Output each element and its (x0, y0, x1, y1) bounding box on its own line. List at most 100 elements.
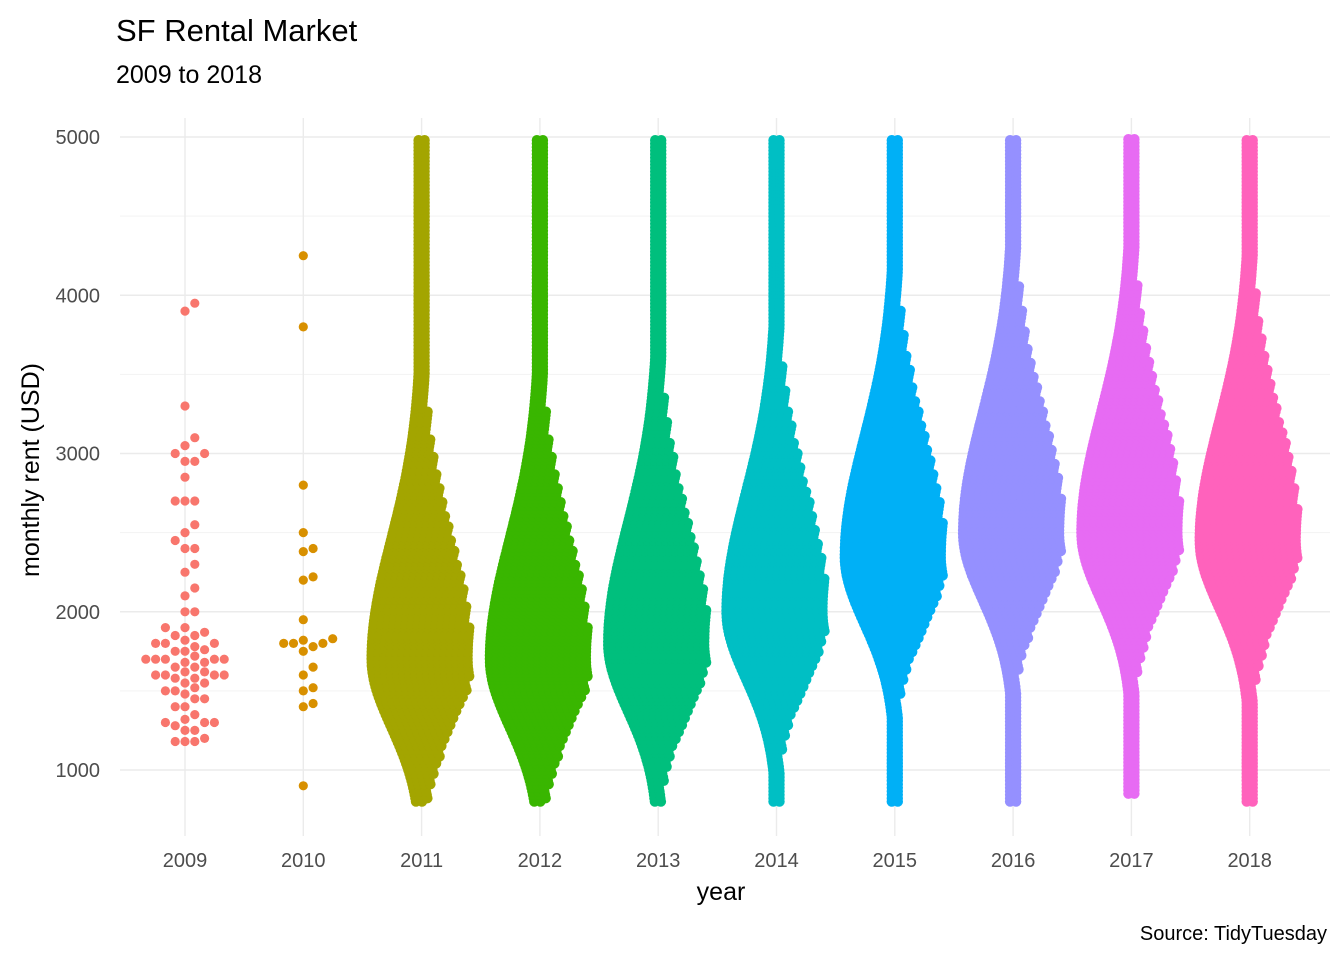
data-point (180, 528, 190, 538)
data-point (219, 654, 229, 664)
data-point (180, 567, 190, 577)
data-point (209, 717, 219, 728)
data-point (308, 642, 318, 652)
data-point (308, 698, 318, 709)
data-point (170, 673, 180, 683)
data-point (328, 634, 338, 644)
data-point (318, 638, 328, 649)
data-point (160, 717, 170, 728)
data-point (279, 638, 289, 649)
data-point (180, 591, 190, 601)
data-point (180, 543, 190, 554)
data-point (170, 448, 180, 459)
data-point (180, 657, 190, 668)
data-point (180, 306, 190, 316)
data-point (190, 559, 200, 569)
data-point (190, 298, 200, 308)
data-point (180, 456, 190, 466)
data-point (180, 607, 190, 617)
data-point (200, 694, 210, 704)
data-points (141, 134, 1303, 807)
data-point (190, 642, 200, 652)
data-point (190, 736, 200, 747)
data-point (200, 657, 210, 668)
data-point (298, 781, 308, 791)
data-point (308, 572, 318, 582)
data-point (298, 635, 308, 645)
data-point (308, 662, 318, 672)
data-point (190, 662, 200, 672)
data-point (180, 689, 190, 699)
data-point (180, 623, 190, 633)
data-point (170, 686, 180, 696)
data-point (308, 543, 318, 554)
data-point (180, 667, 190, 677)
data-point (190, 710, 200, 720)
data-point (170, 646, 180, 656)
data-point (170, 702, 180, 712)
data-point (180, 441, 190, 451)
data-point (190, 583, 200, 593)
data-point (160, 670, 170, 680)
data-point (209, 638, 219, 649)
data-point (656, 135, 667, 146)
data-point (288, 638, 299, 649)
data-point (180, 401, 190, 411)
chart-title: SF Rental Market (116, 13, 358, 48)
data-point (180, 678, 190, 688)
data-point (298, 575, 308, 585)
data-point (298, 322, 308, 332)
data-point (180, 725, 190, 736)
data-point (190, 630, 200, 641)
data-point (200, 733, 210, 744)
data-point (298, 702, 308, 712)
data-point (160, 638, 170, 649)
data-point (180, 472, 190, 482)
data-point (298, 615, 308, 625)
data-point (298, 646, 308, 656)
data-point (180, 736, 190, 747)
data-point (151, 654, 161, 664)
data-point (200, 627, 210, 637)
data-point (298, 670, 308, 680)
chart-subtitle: 2009 to 2018 (116, 61, 262, 89)
data-point (190, 673, 200, 683)
data-point (160, 686, 170, 696)
data-point (170, 496, 180, 506)
data-point (180, 702, 190, 712)
data-point (180, 635, 190, 645)
data-point (160, 623, 170, 633)
data-point (190, 456, 200, 466)
data-point (209, 654, 219, 664)
data-point (190, 496, 200, 506)
data-point (298, 251, 308, 261)
data-point (180, 646, 190, 656)
data-point (170, 736, 180, 747)
data-point (419, 135, 430, 146)
data-point (180, 714, 190, 725)
data-point (170, 662, 180, 672)
data-point (151, 638, 161, 649)
data-point (190, 520, 200, 530)
data-point (190, 694, 200, 704)
data-point (160, 654, 170, 664)
data-point (190, 607, 200, 617)
data-point (298, 686, 308, 696)
data-point (170, 721, 180, 731)
data-point (141, 654, 151, 664)
data-point (200, 717, 210, 728)
data-point (200, 448, 210, 459)
data-point (209, 670, 219, 680)
data-point (190, 683, 200, 693)
data-point (200, 667, 210, 677)
data-point (298, 547, 308, 557)
data-point (170, 630, 180, 641)
data-point (308, 683, 318, 693)
data-point (170, 535, 180, 546)
data-point (190, 651, 200, 661)
data-point (190, 543, 200, 554)
data-point (190, 725, 200, 736)
data-point (200, 645, 210, 655)
data-point (190, 433, 200, 443)
data-point (298, 528, 308, 538)
